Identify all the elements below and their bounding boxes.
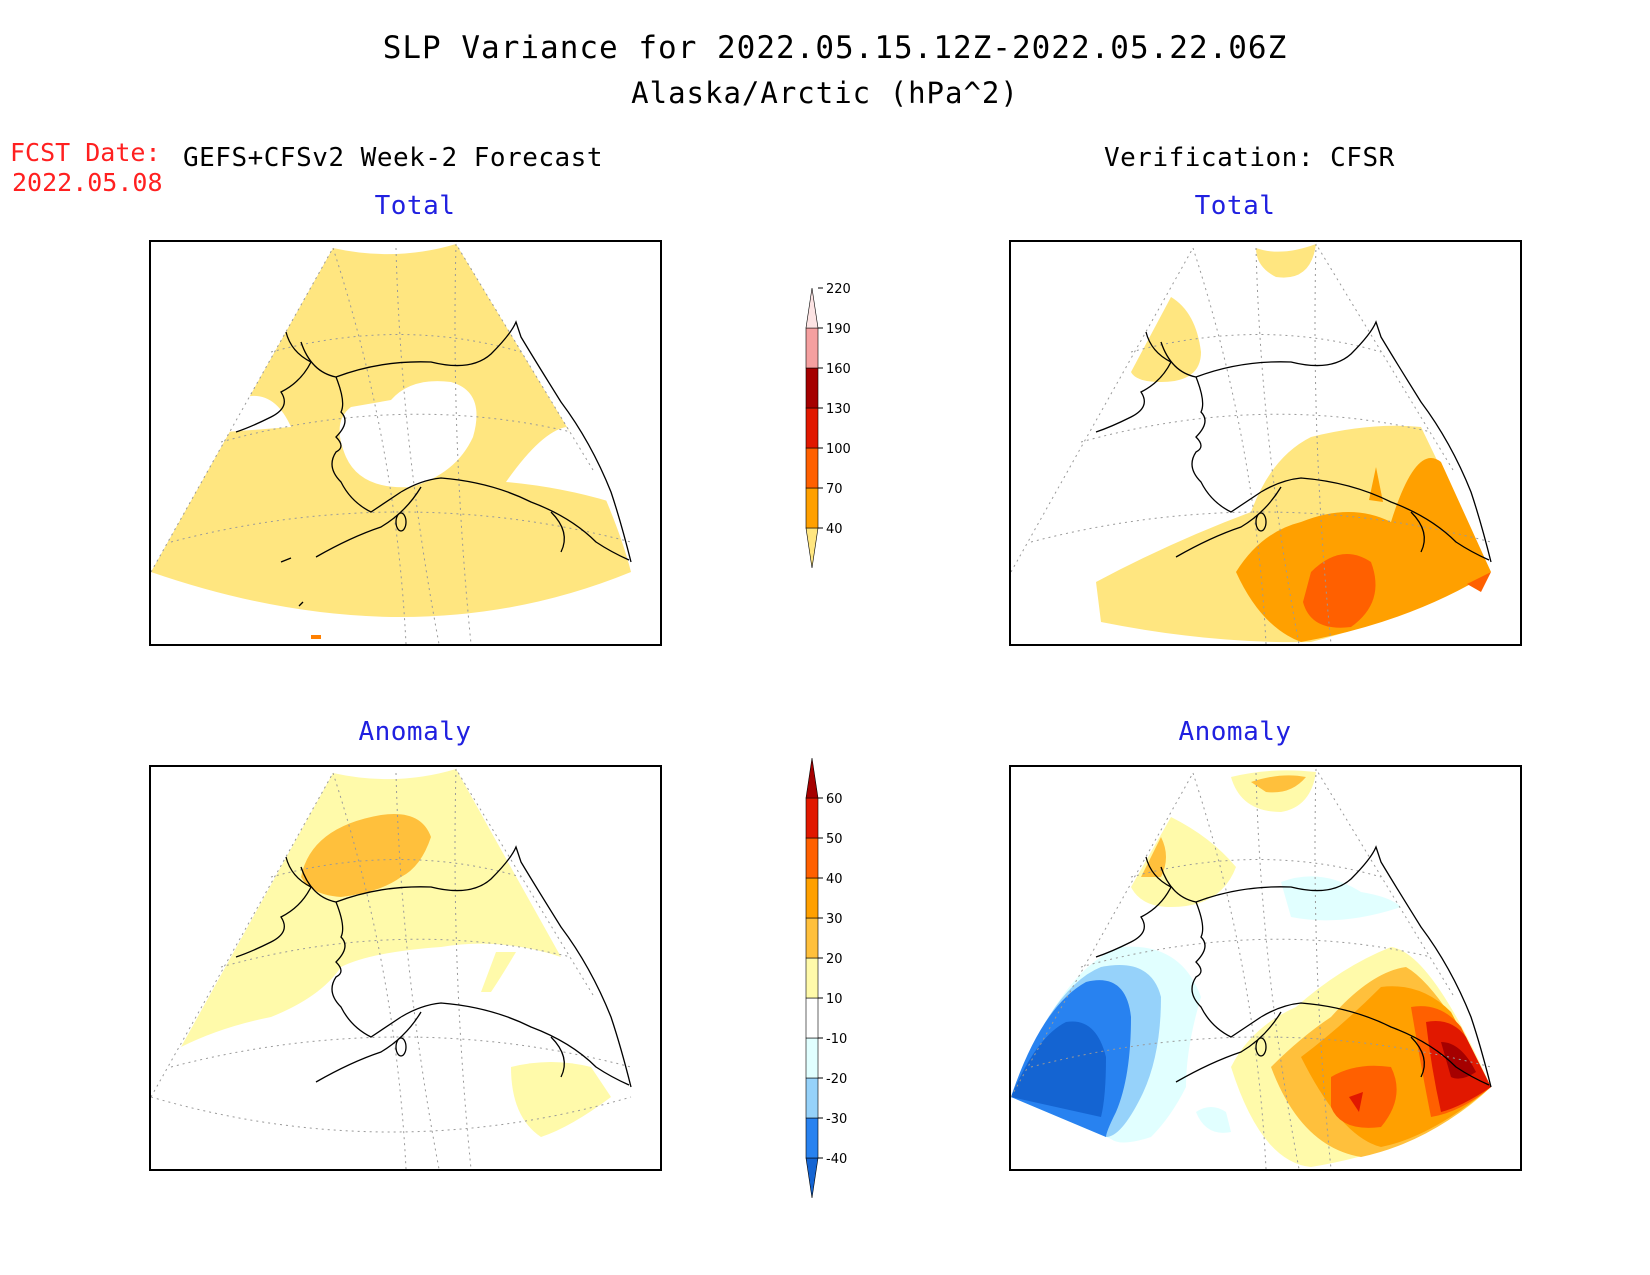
colorbar-swatch xyxy=(805,757,819,799)
forecast-total-title: Total xyxy=(374,191,456,221)
forecast-date-value: 2022.05.08 xyxy=(12,168,163,197)
colorbar-label: -30 xyxy=(826,1112,847,1127)
colorbar-label: 190 xyxy=(826,322,851,337)
verification-anomaly-title: Anomaly xyxy=(1178,717,1292,747)
colorbar-swatch xyxy=(805,877,819,919)
total-colorbar: 40 70 100 130 160 190 220 xyxy=(805,282,851,569)
colorbar-swatch xyxy=(805,997,819,1039)
colorbar-swatch xyxy=(805,527,819,569)
verification-total-title: Total xyxy=(1194,191,1276,221)
verification-total-map xyxy=(1009,240,1522,646)
colorbar-label: 10 xyxy=(826,992,843,1007)
colorbar-label: 40 xyxy=(826,522,843,537)
colorbar-label: 50 xyxy=(826,832,843,847)
forecast-date-label: FCST Date: xyxy=(10,138,161,167)
colorbar-label: 220 xyxy=(826,282,851,297)
colorbar-swatch xyxy=(805,287,819,329)
colorbar-label: 40 xyxy=(826,872,843,887)
forecast-column-heading: GEFS+CFSv2 Week-2 Forecast xyxy=(183,143,603,173)
colorbar-swatch xyxy=(805,407,819,449)
colorbar-label: -10 xyxy=(826,1032,847,1047)
colorbar-swatch xyxy=(805,1077,819,1119)
colorbar-swatch xyxy=(805,1157,819,1199)
colorbar-swatch xyxy=(805,917,819,959)
colorbar-label: 70 xyxy=(826,482,843,497)
forecast-total-map xyxy=(149,240,662,646)
map-subtitle: Alaska/Arctic (hPa^2) xyxy=(631,76,1019,110)
forecast-anomaly-title: Anomaly xyxy=(358,717,472,747)
colorbar-label: -20 xyxy=(826,1072,847,1087)
colorbar-swatch xyxy=(805,327,819,369)
colorbar-label: -40 xyxy=(826,1152,847,1167)
colorbar-label: 130 xyxy=(826,402,851,417)
colorbar-swatch xyxy=(805,447,819,489)
colorbar-label: 20 xyxy=(826,952,843,967)
colorbar-swatch xyxy=(805,487,819,529)
verification-column-heading: Verification: CFSR xyxy=(1104,143,1395,173)
colorbar-swatch xyxy=(805,367,819,409)
colorbar-label: 30 xyxy=(826,912,843,927)
forecast-anomaly-map xyxy=(149,765,662,1171)
colorbar-label: 100 xyxy=(826,442,851,457)
colorbar-swatch xyxy=(805,1037,819,1079)
colorbar-label: 160 xyxy=(826,362,851,377)
colorbar-swatch xyxy=(805,797,819,839)
colorbar-label: 60 xyxy=(826,792,843,807)
colorbar-swatch xyxy=(805,837,819,879)
verification-anomaly-map xyxy=(1009,765,1522,1171)
colorbar-swatch xyxy=(805,957,819,999)
anomaly-colorbar: -40 -30 -20 -10 10 20 30 40 50 60 xyxy=(805,757,847,1199)
colorbar-swatch xyxy=(805,1117,819,1159)
map-title: SLP Variance for 2022.05.15.12Z-2022.05.… xyxy=(382,30,1288,66)
